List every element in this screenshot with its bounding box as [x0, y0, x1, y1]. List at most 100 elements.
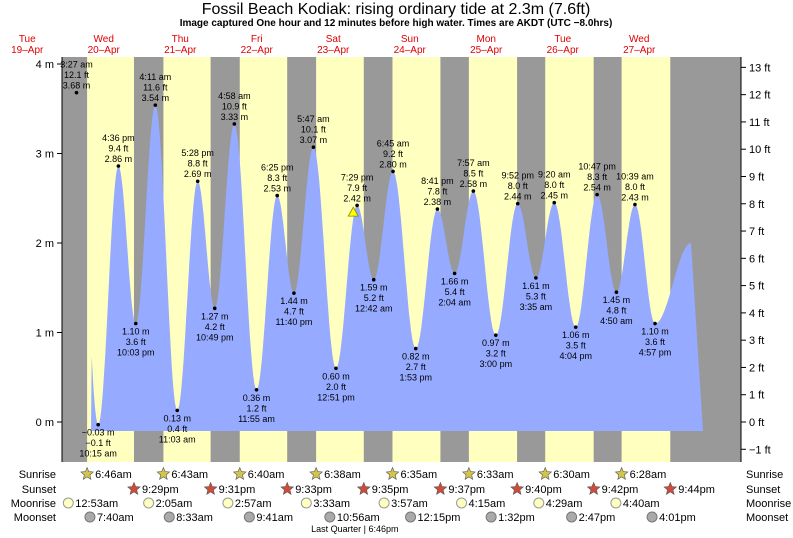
tide-label: 8.5 ft: [463, 169, 484, 179]
moonset-time: 1:32pm: [498, 512, 535, 524]
tide-point: [133, 321, 138, 326]
tide-label: 1.44 m: [280, 296, 308, 306]
tide-point: [232, 122, 237, 126]
tide-label: 10:39 am: [616, 172, 654, 182]
moonrise-icon: [62, 497, 74, 509]
tide-label: 10:47 pm: [578, 162, 616, 172]
tide-label: 9:52 pm: [501, 171, 534, 181]
tide-label: 1.66 m: [441, 276, 469, 286]
moonset-time: 9:41am: [256, 512, 293, 524]
tide-point: [292, 291, 296, 295]
right-gutter: [741, 57, 793, 462]
tide-label: 11:40 pm: [276, 317, 313, 327]
day-date: 24–Apr: [394, 45, 427, 56]
day-name: Wed: [629, 34, 649, 45]
right-tick-label: 8 ft: [749, 199, 764, 211]
sunset-time: 9:37pm: [448, 484, 485, 496]
sunset-icon: [280, 481, 295, 495]
tide-label: 2.7 ft: [406, 362, 427, 372]
night-band: [62, 57, 88, 462]
tide-point: [74, 90, 79, 95]
day-name: Fri: [251, 34, 263, 45]
moonset-icon: [324, 511, 336, 523]
moonrise-time: 3:33am: [313, 498, 350, 510]
tide-label: 8.3 ft: [267, 173, 288, 183]
row-label-moonrise-right: Moonrise: [746, 498, 791, 510]
tide-label: 0.82 m: [402, 352, 430, 362]
tide-label: 8.8 ft: [188, 159, 209, 169]
left-tick-label: 3 m: [36, 149, 54, 161]
tide-label: 4:58 am: [218, 91, 251, 101]
tide-label: 2:04 am: [438, 297, 471, 307]
sunset-icon: [203, 481, 218, 495]
tide-point: [471, 189, 476, 193]
tide-label: 0.60 m: [322, 371, 350, 381]
day-name: Thu: [172, 34, 189, 45]
tide-label: 6:45 am: [377, 138, 410, 148]
row-label-sunrise-right: Sunrise: [746, 469, 783, 481]
moonset-time: 4:01pm: [659, 512, 696, 524]
tide-label: 7:57 am: [457, 158, 490, 168]
sunset-time: 9:31pm: [219, 484, 256, 496]
tide-label: 2.42 m: [343, 193, 371, 203]
moonset-time: 8:33am: [176, 512, 213, 524]
tide-point: [573, 325, 578, 329]
tide-point: [175, 408, 180, 413]
sunrise-icon: [232, 466, 247, 480]
sunset-icon: [433, 481, 448, 495]
tide-label: 1.45 m: [603, 295, 631, 305]
tide-label: 5:47 am: [297, 114, 330, 124]
tide-label: 2.86 m: [105, 154, 133, 164]
tide-label: 1.61 m: [522, 281, 550, 291]
day-name: Tue: [19, 34, 36, 45]
moonset-icon: [485, 511, 497, 523]
tide-label: 5.3 ft: [526, 291, 547, 301]
tide-label: 4:57 pm: [639, 348, 672, 358]
tide-label: 8:41 pm: [421, 176, 454, 186]
tide-label: 7:29 pm: [341, 172, 374, 182]
tide-point: [96, 422, 100, 427]
day-date: 20–Apr: [88, 45, 121, 56]
tide-point: [153, 103, 158, 107]
sunrise-icon: [461, 466, 476, 480]
tide-label: 4.7 ft: [284, 307, 305, 317]
tide-label: 3.5 ft: [566, 341, 587, 351]
tide-label: 9.4 ft: [108, 144, 129, 154]
tide-label: 11.6 ft: [143, 83, 168, 93]
tide-label: 4:04 pm: [559, 351, 592, 361]
tide-label: 4.8 ft: [606, 306, 627, 316]
tide-label: 3.6 ft: [126, 337, 147, 347]
right-tick-label: 10 ft: [749, 144, 770, 156]
moonset-icon: [646, 511, 658, 523]
moonrise-icon: [300, 497, 312, 509]
tide-point: [311, 145, 316, 150]
tide-label: 1.10 m: [122, 327, 150, 337]
tide-label: 4:11 am: [139, 72, 171, 82]
sunrise-time: 6:28am: [630, 469, 667, 481]
tide-label: 8.3 ft: [587, 172, 608, 182]
right-tick-label: 9 ft: [749, 171, 764, 183]
row-label-moonrise: Moonrise: [11, 498, 56, 510]
moon-phase-label: Last Quarter | 6:46pm: [311, 524, 398, 534]
tide-label: 3:35 am: [520, 302, 553, 312]
astro-rows: Sunrise Sunrise Sunset Sunset Moonrise Moonri…: [11, 466, 791, 534]
tide-label: 3:00 pm: [480, 359, 513, 369]
tide-label: 2.43 m: [621, 193, 649, 203]
tide-label: 3.07 m: [300, 135, 328, 145]
moonrise-time: 2:05am: [156, 498, 193, 510]
tide-label: 2.53 m: [263, 184, 291, 194]
tide-label: 2.58 m: [460, 179, 488, 189]
moonset-icon: [163, 511, 175, 523]
tide-label: 7.8 ft: [427, 186, 448, 196]
moonrise-time: 3:57am: [391, 498, 428, 510]
day-name: Tue: [554, 34, 571, 45]
right-tick-label: 13 ft: [749, 62, 770, 74]
current-tide-marker: [347, 206, 359, 217]
sunrise-icon: [80, 466, 95, 480]
day-date: 27–Apr: [623, 45, 656, 56]
tide-point: [552, 200, 557, 205]
moonrise-icon: [456, 497, 468, 509]
tide-label: 1:53 pm: [399, 373, 432, 383]
tide-label: 2.69 m: [184, 169, 212, 179]
